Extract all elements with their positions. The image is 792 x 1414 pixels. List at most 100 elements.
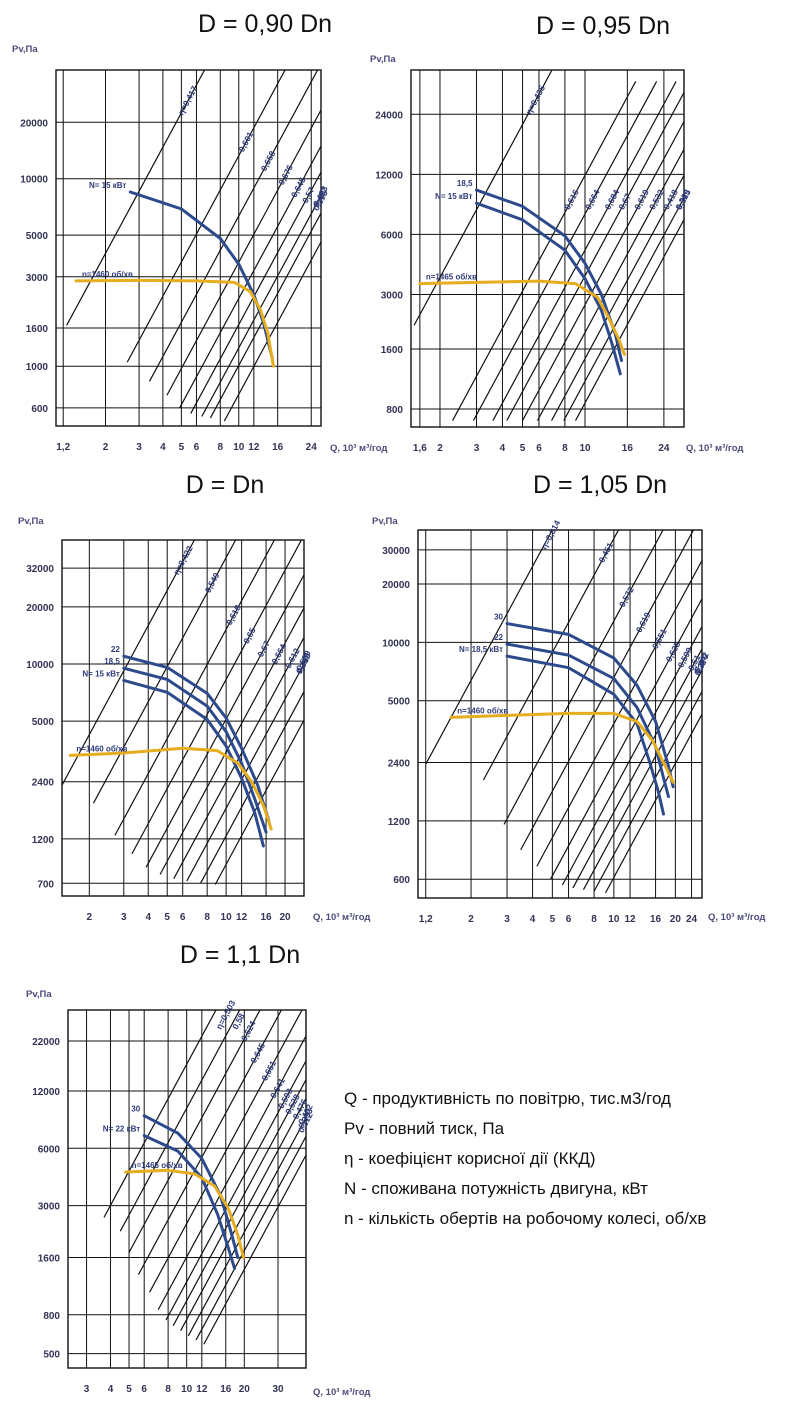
x-tick-label: 2: [87, 912, 93, 923]
y-tick-label: 10000: [26, 660, 54, 671]
x-tick-label: 3: [136, 442, 142, 453]
series-label: 30: [494, 613, 503, 622]
efficiency-label: 0,67: [255, 639, 272, 659]
efficiency-line: [119, 1010, 241, 1232]
efficiency-label: 0,651: [650, 627, 669, 651]
efficiency-line: [145, 573, 304, 868]
efficiency-line: [413, 70, 553, 326]
efficiency-line: [66, 70, 206, 326]
series-label: 22: [111, 645, 120, 654]
y-tick-label: 500: [43, 1350, 60, 1361]
y-tick-label: 12000: [32, 1087, 60, 1098]
efficiency-line: [551, 174, 684, 421]
efficiency-line: [157, 1034, 306, 1311]
pressure-curve: [122, 654, 271, 822]
efficiency-line: [166, 108, 321, 396]
efficiency-label: η=0,417: [176, 84, 200, 117]
legend-item-pv: Pv - повний тиск, Па: [344, 1119, 505, 1138]
efficiency-line: [452, 81, 637, 421]
chart-title: D = Dn: [186, 471, 265, 499]
y-tick-label: 5000: [388, 697, 411, 708]
y-tick-label: 5000: [32, 717, 55, 728]
efficiency-line: [173, 636, 304, 879]
y-tick-label: 600: [393, 875, 410, 886]
x-tick-label: 16: [220, 1384, 232, 1395]
x-tick-label: 12: [248, 442, 260, 453]
efficiency-line: [522, 120, 684, 421]
efficiency-line: [148, 70, 319, 382]
x-tick-label: 2: [468, 914, 474, 925]
x-tick-label: 24: [658, 443, 670, 454]
efficiency-line: [186, 662, 304, 882]
efficiency-line: [201, 194, 321, 417]
efficiency-label: η=0,435: [524, 83, 548, 116]
series-label: N= 18,5 кВт: [459, 645, 503, 654]
y-axis-title: Pv,Па: [12, 44, 38, 55]
x-tick-label: 5: [520, 443, 526, 454]
y-tick-label: 3000: [38, 1202, 61, 1213]
speed-curve: [418, 279, 626, 356]
efficiency-line: [179, 144, 321, 409]
y-tick-label: 20000: [26, 603, 54, 614]
y-tick-label: 12000: [375, 170, 403, 181]
x-tick-label: 5: [550, 914, 556, 925]
pressure-curve: [142, 1114, 240, 1259]
y-tick-label: 10000: [382, 638, 410, 649]
efficiency-line: [561, 625, 702, 886]
x-tick-label: 6: [180, 912, 186, 923]
efficiency-line: [223, 240, 321, 422]
efficiency-label: 0,619: [634, 610, 653, 634]
series-label: n=1460 об/хв: [76, 744, 127, 753]
x-tick-label: 12: [196, 1384, 208, 1395]
efficiency-line: [103, 1010, 217, 1218]
legend-item-n-power: N - споживана потужність двигуна, кВт: [344, 1179, 648, 1198]
efficiency-line: [209, 211, 321, 419]
x-tick-label: 3: [84, 1384, 90, 1395]
plot-frame: [55, 69, 322, 427]
x-tick-label: 1,2: [56, 442, 70, 453]
chart-3: D = Dn Pv,Па 2 3 4 5 6 8 10 12 16 20 700 1200 2400 5000…: [18, 471, 370, 923]
legend-item-q: Q - продуктивність по повітрю, тис.м3/го…: [344, 1089, 671, 1108]
pressure-curve: [142, 1134, 237, 1270]
x-axis-title: Q, 10³ м³/год: [313, 912, 370, 923]
x-tick-label: 16: [272, 442, 284, 453]
x-tick-label: 5: [164, 912, 170, 923]
efficiency-label: η=0,314: [539, 518, 563, 551]
x-tick-label: 24: [306, 442, 318, 453]
speed-curve: [74, 278, 275, 368]
y-tick-label: 32000: [26, 564, 54, 575]
x-tick-label: 8: [204, 912, 210, 923]
efficiency-line: [550, 597, 702, 880]
series-label: n=1460 об/хв: [82, 270, 133, 279]
efficiency-label: 0,676: [276, 163, 295, 187]
x-tick-label: 10: [579, 443, 591, 454]
efficiency-line: [200, 690, 304, 884]
efficiency-line: [172, 1078, 306, 1327]
x-axis-title: Q, 10³ м³/год: [330, 443, 387, 454]
series-label: 30: [131, 1105, 140, 1114]
x-tick-label: 6: [566, 914, 572, 925]
x-tick-label: 2: [103, 442, 109, 453]
efficiency-line: [190, 170, 321, 414]
y-tick-label: 800: [386, 405, 403, 416]
series-label: 18,5: [457, 179, 473, 188]
x-tick-label: 8: [562, 443, 568, 454]
efficiency-line: [203, 1153, 306, 1345]
x-tick-label: 16: [261, 912, 273, 923]
y-tick-label: 1600: [381, 345, 404, 356]
efficiency-line: [149, 1010, 303, 1293]
x-tick-label: 4: [160, 442, 166, 453]
efficiency-line: [114, 540, 276, 836]
y-tick-label: 6000: [38, 1144, 61, 1155]
efficiency-label: 0,572: [617, 585, 636, 609]
speed-curve: [68, 746, 273, 831]
speed-curve: [449, 711, 675, 784]
series-label: N= 15 кВт: [89, 181, 126, 190]
x-axis-title: Q, 10³ м³/год: [313, 1387, 370, 1398]
y-tick-label: 700: [37, 879, 54, 890]
y-axis-title: Pv,Па: [370, 54, 396, 65]
x-tick-label: 4: [530, 914, 536, 925]
plot-frame: [67, 1009, 307, 1369]
y-tick-label: 30000: [382, 546, 410, 557]
x-tick-label: 5: [126, 1384, 132, 1395]
